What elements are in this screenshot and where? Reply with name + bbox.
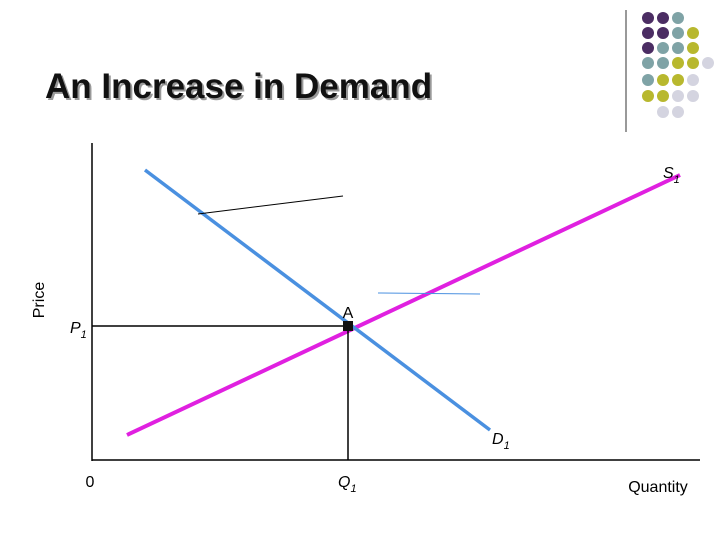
demand-label: D1 [492,431,510,452]
supply-curve [126,173,681,437]
price-sub: 1 [81,329,87,341]
supply-main: S [663,165,674,182]
price-main: P [70,320,81,337]
y-axis-label: Price [31,282,48,319]
supply-label: S1 [663,165,680,186]
supply-sub: 1 [674,174,680,186]
origin-label: 0 [86,474,95,491]
title-shadow: An Increase in Demand [47,69,434,108]
connector-line [377,292,481,295]
quantity-main: Q [338,474,350,491]
title: An Increase in Demand [45,67,432,106]
demand-curve [143,168,492,432]
demand-sub: 1 [504,440,510,452]
connector-line [197,195,344,215]
price-label: P1 [70,320,87,341]
equilibrium-point [343,321,353,331]
x-axis-label: Quantity [628,479,688,496]
point-label: A [343,305,354,322]
demand-main: D [492,431,504,448]
decoration-dots [625,10,714,132]
quantity-sub: 1 [350,483,356,495]
quantity-label: Q1 [338,474,357,495]
